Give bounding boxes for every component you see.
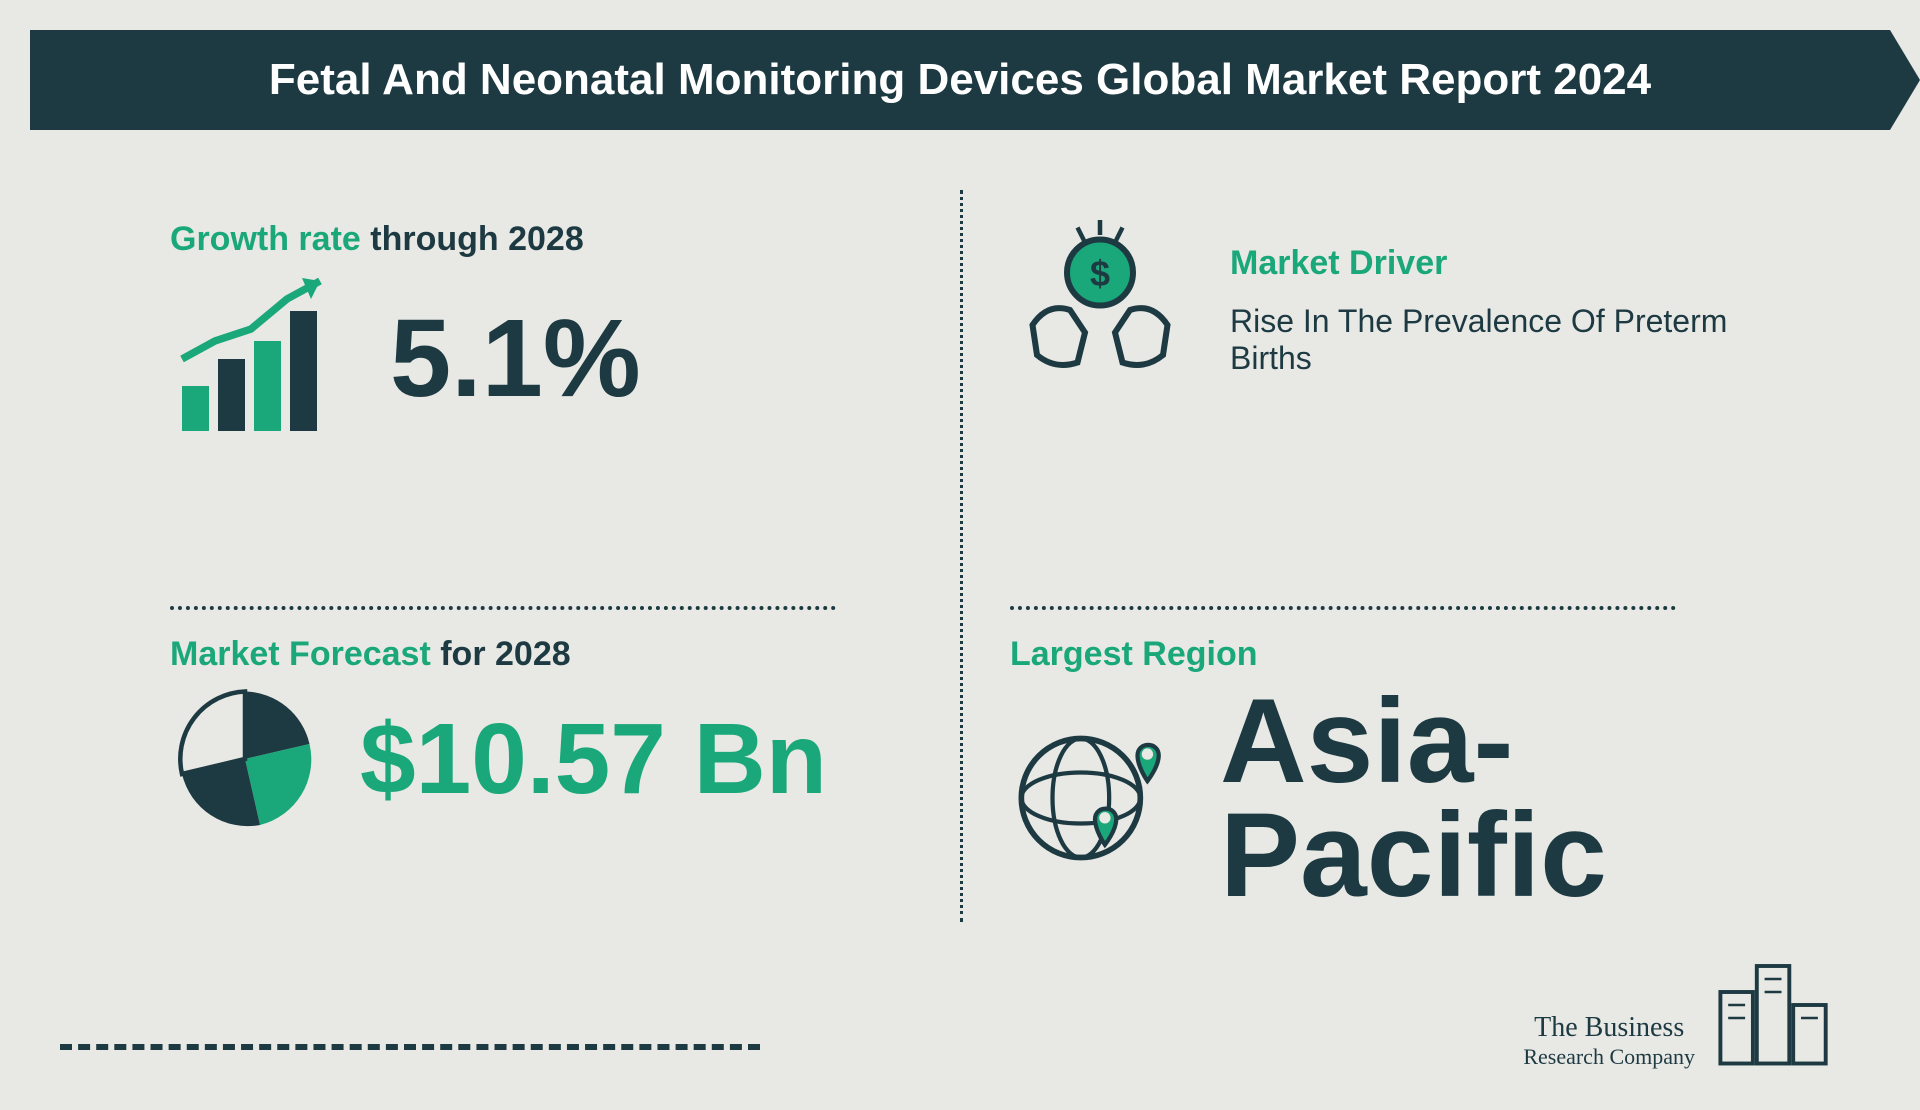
- forecast-label-dark: for 2028: [431, 635, 571, 673]
- driver-cell: $ Market Driver Rise In The Prevalence O…: [960, 190, 1800, 566]
- forecast-row: $10.57 Bn: [170, 684, 910, 834]
- driver-description: Rise In The Prevalence Of Preterm Births: [1230, 303, 1750, 377]
- region-row: Asia-Pacific: [1010, 684, 1750, 912]
- growth-cell: Growth rate through 2028 5.1%: [120, 190, 960, 566]
- title-bar: Fetal And Neonatal Monitoring Devices Gl…: [30, 30, 1890, 130]
- driver-label-text: Market Driver: [1230, 244, 1447, 282]
- forecast-value: $10.57 Bn: [360, 709, 827, 809]
- region-label: Largest Region: [1010, 635, 1750, 674]
- globe-pins-icon: [1010, 713, 1180, 883]
- growth-label-accent: Growth rate: [170, 220, 361, 258]
- forecast-label-accent: Market Forecast: [170, 635, 431, 673]
- growth-label: Growth rate through 2028: [170, 220, 910, 259]
- growth-row: 5.1%: [170, 269, 910, 449]
- logo-line1: The Business: [1523, 1012, 1695, 1044]
- growth-chart-icon: [170, 269, 350, 449]
- region-label-text: Largest Region: [1010, 635, 1257, 673]
- driver-row: $ Market Driver Rise In The Prevalence O…: [1010, 220, 1750, 400]
- forecast-label: Market Forecast for 2028: [170, 635, 910, 674]
- region-cell: Largest Region Asia-Pacific: [960, 566, 1800, 942]
- logo-text: The Business Research Company: [1523, 1012, 1695, 1070]
- driver-label: Market Driver: [1230, 244, 1750, 283]
- report-title: Fetal And Neonatal Monitoring Devices Gl…: [269, 55, 1651, 104]
- bottom-dashed-line: [60, 1044, 760, 1050]
- forecast-cell: Market Forecast for 2028 $10.57 Bn: [120, 566, 960, 942]
- region-dots: [1010, 606, 1676, 610]
- svg-text:$: $: [1090, 253, 1110, 294]
- forecast-dots: [170, 606, 836, 610]
- buildings-icon: [1710, 940, 1840, 1070]
- region-value: Asia-Pacific: [1220, 684, 1750, 912]
- hands-money-icon: $: [1010, 220, 1190, 400]
- info-grid: Growth rate through 2028 5.1%: [0, 130, 1920, 982]
- growth-label-dark: through 2028: [361, 220, 584, 258]
- growth-value: 5.1%: [390, 304, 641, 414]
- logo-line2: Research Company: [1523, 1044, 1695, 1070]
- company-logo: The Business Research Company: [1523, 940, 1840, 1070]
- pie-chart-icon: [170, 684, 320, 834]
- driver-text-block: Market Driver Rise In The Prevalence Of …: [1230, 244, 1750, 377]
